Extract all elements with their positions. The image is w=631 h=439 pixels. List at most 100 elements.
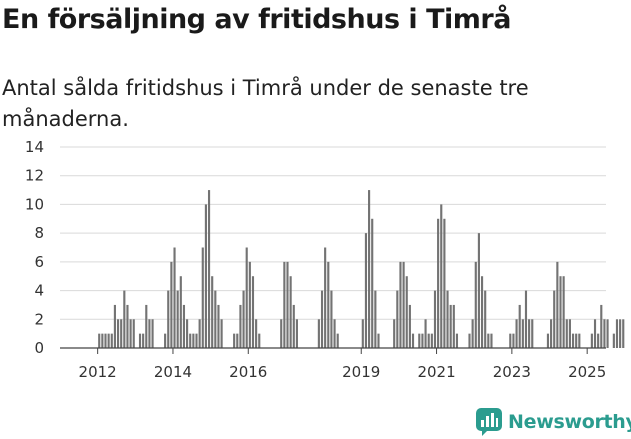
bar	[418, 333, 421, 348]
bar	[368, 190, 371, 348]
bar	[251, 276, 255, 348]
bar	[283, 261, 286, 348]
brand-name: Newsworthy	[508, 411, 631, 433]
bar	[289, 276, 292, 348]
bar	[600, 304, 603, 348]
bar	[104, 333, 107, 348]
bar	[361, 319, 364, 348]
bar	[204, 204, 207, 348]
y-tick-label: 14	[25, 138, 44, 156]
bar	[371, 218, 374, 348]
bar	[333, 319, 336, 348]
bar	[207, 190, 211, 348]
y-tick-label: 12	[25, 167, 44, 185]
x-tick-label: 2021	[417, 363, 455, 381]
bar	[170, 261, 173, 348]
bar	[317, 319, 320, 348]
gridlines	[60, 146, 606, 320]
bar	[619, 319, 622, 348]
bar	[455, 333, 459, 348]
bar	[405, 276, 408, 348]
bar	[487, 333, 490, 348]
bar	[399, 261, 402, 348]
y-tick-label: 0	[34, 339, 44, 357]
bar	[211, 276, 214, 348]
bar	[330, 290, 333, 348]
bar	[531, 319, 534, 348]
x-tick-label: 2025	[568, 363, 606, 381]
chart-subtitle: Antal sålda fritidshus i Timrå under de …	[2, 76, 529, 131]
bar	[528, 319, 531, 348]
bar	[336, 333, 339, 348]
bar	[138, 333, 142, 348]
newsworthy-logo-icon	[476, 408, 502, 436]
bar	[408, 304, 411, 348]
bar	[145, 304, 148, 348]
bars	[98, 190, 625, 348]
bar	[430, 333, 433, 348]
bar	[107, 333, 110, 348]
bar	[186, 319, 189, 348]
bar	[295, 319, 298, 348]
bar	[110, 333, 113, 348]
bar	[578, 333, 581, 348]
bar	[324, 247, 327, 348]
bar	[116, 319, 120, 348]
bar	[427, 333, 430, 348]
bar	[123, 290, 126, 348]
bar	[556, 261, 559, 348]
x-tick-label: 2016	[229, 363, 267, 381]
bar	[164, 333, 167, 348]
bar	[176, 290, 179, 348]
bar	[280, 319, 283, 348]
bar	[612, 333, 615, 348]
bar	[142, 333, 145, 348]
bar	[565, 319, 568, 348]
bar	[201, 247, 204, 348]
y-tick-label: 8	[34, 224, 44, 242]
bar	[286, 261, 289, 348]
bar	[393, 319, 396, 348]
newsworthy-brand: Newsworthy	[476, 407, 631, 437]
x-tick-label: 2014	[154, 363, 192, 381]
bar	[550, 319, 553, 348]
bar	[258, 333, 261, 348]
bar	[236, 333, 239, 348]
bar	[421, 333, 424, 348]
bar	[518, 304, 521, 348]
bar	[546, 333, 550, 348]
bar	[195, 333, 198, 348]
bar	[113, 304, 116, 348]
bar	[182, 304, 186, 348]
bar	[132, 319, 135, 348]
bar	[468, 333, 471, 348]
bar	[593, 319, 597, 348]
y-axis-labels: 0 2 4 6 8 10 12 14	[25, 138, 44, 357]
bar	[98, 333, 101, 348]
bar	[559, 276, 562, 348]
bar	[480, 276, 484, 348]
y-tick-label: 2	[34, 310, 44, 328]
bar	[192, 333, 195, 348]
x-tick-label: 2023	[493, 363, 531, 381]
bar	[173, 247, 176, 348]
y-tick-label: 4	[34, 282, 44, 300]
bar	[443, 218, 446, 348]
bar	[167, 290, 170, 348]
bar	[590, 333, 593, 348]
bar	[248, 261, 251, 348]
x-axis-ticks: 2012 2014 2016 2019 2021 2023 2025	[79, 348, 606, 381]
bar	[245, 247, 248, 348]
bar	[220, 319, 223, 348]
bar	[411, 333, 415, 348]
bar	[437, 218, 440, 348]
bar	[214, 290, 217, 348]
bar	[189, 333, 192, 348]
bar	[396, 290, 399, 348]
bar	[364, 233, 368, 348]
y-tick-label: 6	[34, 253, 44, 271]
bar	[374, 290, 377, 348]
bar	[471, 319, 474, 348]
bar	[477, 233, 480, 348]
bar	[490, 333, 493, 348]
